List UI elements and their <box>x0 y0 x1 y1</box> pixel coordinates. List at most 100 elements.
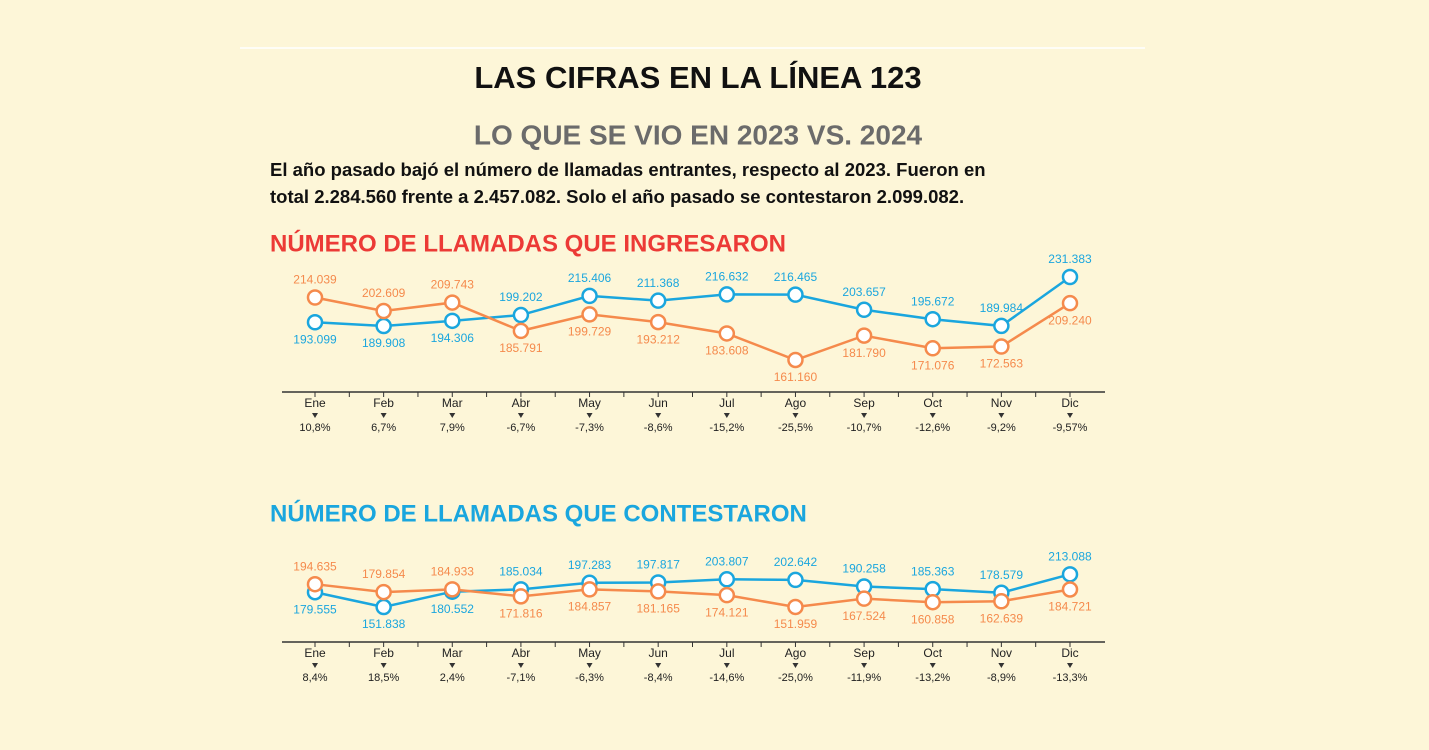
x-tick-label: May <box>578 646 601 660</box>
data-point <box>649 313 667 331</box>
change-label: -8,4% <box>644 672 673 684</box>
change-label: -6,7% <box>507 422 536 434</box>
value-label: 162.639 <box>980 611 1024 625</box>
value-label: 189.908 <box>362 336 406 350</box>
change-marker <box>1067 663 1073 668</box>
change-label: -12,6% <box>915 422 950 434</box>
value-label: 183.608 <box>705 344 749 358</box>
x-tick-label: Sep <box>853 396 875 410</box>
value-label: 231.383 <box>1048 252 1092 266</box>
x-tick-label: Mar <box>442 396 463 410</box>
x-tick-label: Jun <box>649 646 668 660</box>
value-label: 151.959 <box>774 617 818 631</box>
change-marker <box>586 663 593 668</box>
value-label: 184.721 <box>1048 600 1092 614</box>
change-marker <box>517 663 524 668</box>
change-marker <box>723 413 730 418</box>
change-label: 18,5% <box>368 672 399 684</box>
value-label: 179.555 <box>293 602 337 616</box>
x-tick-label: Dic <box>1061 396 1078 410</box>
data-point <box>306 313 324 331</box>
change-label: 7,9% <box>440 422 465 434</box>
value-label: 161.160 <box>774 370 818 384</box>
value-label: 184.857 <box>568 600 612 614</box>
data-point <box>581 287 598 305</box>
data-point <box>1061 581 1079 598</box>
x-tick-label: Jul <box>719 396 734 410</box>
value-label: 181.790 <box>842 346 886 360</box>
value-label: 190.258 <box>842 562 886 576</box>
data-point <box>993 593 1010 610</box>
value-label: 171.076 <box>911 358 955 372</box>
x-tick-label: Dic <box>1061 646 1078 660</box>
value-label: 199.202 <box>499 290 543 304</box>
chart-title: NÚMERO DE LLAMADAS QUE INGRESARON <box>270 229 786 257</box>
change-label: -11,9% <box>847 672 881 684</box>
x-tick-label: Oct <box>923 646 942 660</box>
change-marker <box>929 413 936 418</box>
value-label: 214.039 <box>293 273 337 287</box>
change-marker <box>312 413 318 418</box>
chart-title: NÚMERO DE LLAMADAS QUE CONTESTARON <box>270 499 807 527</box>
data-point <box>649 583 667 600</box>
data-point <box>581 306 598 323</box>
change-label: 8,4% <box>302 672 327 684</box>
data-point <box>993 317 1010 335</box>
change-label: -7,1% <box>507 672 536 684</box>
data-point <box>375 598 392 616</box>
value-label: 185.791 <box>499 341 543 355</box>
change-marker <box>655 413 662 418</box>
data-point <box>1061 268 1079 286</box>
title: LAS CIFRAS EN LA LÍNEA 123 <box>474 60 921 95</box>
change-marker <box>929 663 936 668</box>
x-tick-label: Sep <box>853 646 875 660</box>
change-label: 2,4% <box>440 672 465 684</box>
data-point <box>718 586 736 604</box>
value-label: 216.465 <box>774 270 818 284</box>
description: El año pasado bajó el número de llamadas… <box>270 159 986 180</box>
x-tick-label: Nov <box>991 646 1012 660</box>
change-label: 10,8% <box>299 422 330 434</box>
change-marker <box>861 413 868 418</box>
value-label: 203.657 <box>842 285 886 299</box>
change-marker <box>449 663 456 668</box>
change-marker <box>998 663 1005 668</box>
change-marker <box>723 663 730 668</box>
value-label: 197.817 <box>636 558 680 572</box>
value-label: 185.363 <box>911 564 955 578</box>
data-point <box>718 571 736 588</box>
change-label: -8,9% <box>987 672 1016 684</box>
value-label: 194.306 <box>431 331 475 345</box>
value-label: 185.034 <box>499 564 543 578</box>
value-label: 215.406 <box>568 271 612 285</box>
change-label: -25,5% <box>778 422 813 434</box>
change-label: -15,2% <box>709 422 744 434</box>
value-label: 179.854 <box>362 567 406 581</box>
change-label: -8,6% <box>644 422 673 434</box>
x-tick-label: Ago <box>785 646 807 660</box>
change-marker <box>861 663 868 668</box>
data-point <box>1061 294 1079 312</box>
x-tick-label: May <box>578 396 601 410</box>
data-point <box>444 312 461 330</box>
x-tick-label: Jun <box>649 396 668 410</box>
value-label: 195.672 <box>911 294 955 308</box>
change-marker <box>312 663 318 668</box>
data-point <box>993 338 1010 355</box>
data-point <box>581 581 598 598</box>
x-tick-label: Ene <box>304 396 326 410</box>
value-label: 193.212 <box>636 332 680 346</box>
data-point <box>787 571 804 589</box>
change-label: -9,57% <box>1053 422 1088 434</box>
value-label: 189.984 <box>980 301 1024 315</box>
change-marker <box>792 663 799 668</box>
value-label: 180.552 <box>431 602 475 616</box>
x-tick-label: Ago <box>785 396 807 410</box>
data-point <box>787 286 804 303</box>
data-point <box>924 340 941 357</box>
value-label: 202.642 <box>774 555 818 569</box>
change-marker <box>380 413 387 418</box>
change-label: 6,7% <box>371 422 396 434</box>
value-label: 197.283 <box>568 558 612 572</box>
